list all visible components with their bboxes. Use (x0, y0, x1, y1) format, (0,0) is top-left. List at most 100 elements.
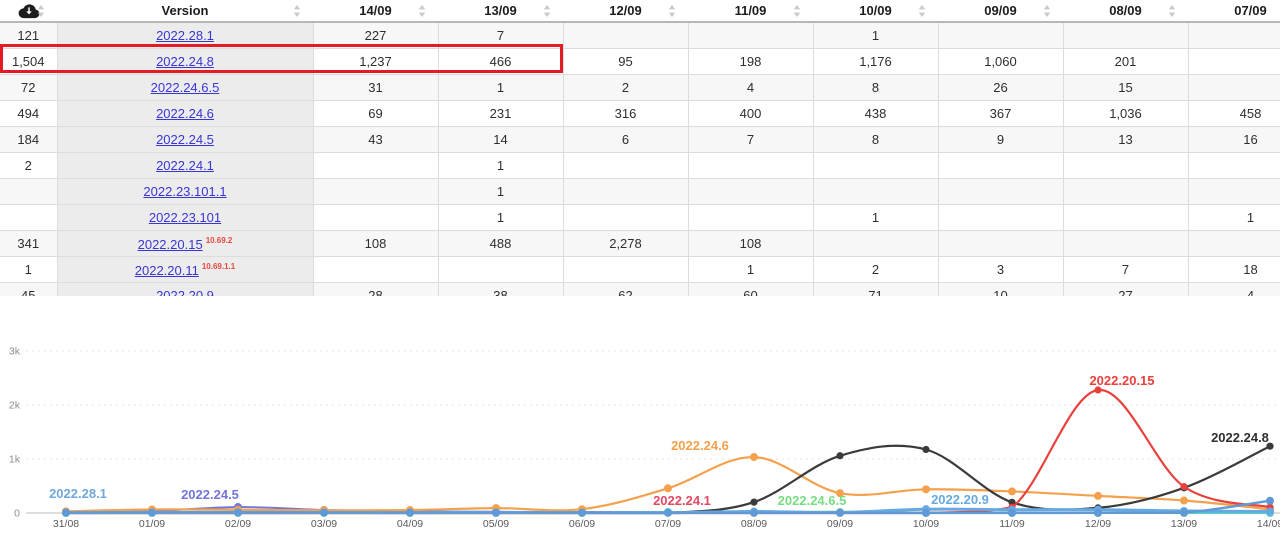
daily-downloads-cell (1187, 230, 1280, 257)
column-header-08-09[interactable]: 08/09 (1063, 0, 1188, 23)
data-point-2022.28.1 (1008, 508, 1016, 517)
daily-downloads-cell (812, 230, 939, 257)
table-row: 2 2022.24.1 1 (0, 152, 1280, 179)
x-axis-tick-label: 03/09 (311, 518, 337, 530)
version-cell: 2022.24.6.5 (56, 74, 314, 101)
version-cell: 2022.24.5 (56, 126, 314, 153)
column-header-10-09[interactable]: 10/09 (813, 0, 938, 23)
column-label: 09/09 (984, 3, 1017, 18)
downloads-total-cell: 1,504 (0, 48, 58, 75)
daily-downloads-cell: 1,176 (812, 48, 939, 75)
daily-downloads-cell: 1 (437, 74, 564, 101)
daily-downloads-cell: 1,060 (937, 48, 1064, 75)
series-label-2022.24.6.5: 2022.24.6.5 (778, 493, 847, 508)
daily-downloads-cell: 316 (562, 100, 689, 127)
data-point-2022.28.1 (1266, 496, 1274, 505)
daily-downloads-cell (562, 204, 689, 231)
data-point-2022.28.1 (406, 508, 414, 517)
column-header-09-09[interactable]: 09/09 (938, 0, 1063, 23)
sort-icon (1168, 4, 1176, 17)
daily-downloads-cell: 1 (812, 21, 939, 49)
version-link[interactable]: 2022.28.1 (156, 28, 214, 43)
column-label: 07/09 (1234, 3, 1267, 18)
sort-icon (793, 4, 801, 17)
version-link[interactable]: 2022.24.5 (156, 132, 214, 147)
version-link[interactable]: 2022.20.11 (134, 262, 199, 278)
version-cell: 2022.20.11 10.69.1.1 (56, 256, 314, 283)
version-link[interactable]: 2022.24.6.5 (150, 80, 220, 95)
daily-downloads-cell: 13 (1062, 126, 1189, 153)
daily-downloads-cell (937, 152, 1064, 179)
x-axis-tick-label: 08/09 (741, 518, 767, 530)
data-point-2022.28.1 (664, 508, 672, 517)
daily-downloads-cell: 15 (1062, 74, 1189, 101)
daily-downloads-cell: 227 (312, 21, 439, 49)
table-row: 2022.23.101 1 1 1 (0, 204, 1280, 231)
daily-downloads-cell (937, 178, 1064, 205)
column-header-14-09[interactable]: 14/09 (313, 0, 438, 23)
sort-icon (37, 4, 45, 17)
x-axis-tick-label: 09/09 (827, 518, 853, 530)
daily-downloads-cell: 3 (937, 256, 1064, 283)
build-version-superscript: 10.69.2 (205, 235, 233, 245)
data-point-2022.28.1 (320, 508, 328, 517)
downloads-total-cell: 1 (0, 256, 58, 283)
daily-downloads-cell: 9 (937, 126, 1064, 153)
column-header-downloads[interactable] (0, 0, 57, 23)
daily-downloads-cell: 367 (937, 100, 1064, 127)
data-point-2022.28.1 (148, 508, 156, 517)
series-label-2022.28.1: 2022.28.1 (49, 486, 107, 501)
data-point-2022.20.15 (1094, 386, 1102, 394)
x-axis-tick-label: 04/09 (397, 518, 423, 530)
x-axis-tick-label: 14/09 (1257, 518, 1280, 530)
daily-downloads-cell: 466 (437, 48, 564, 75)
daily-downloads-cell: 488 (437, 230, 564, 257)
daily-downloads-cell: 14 (437, 126, 564, 153)
sort-icon (293, 4, 301, 17)
sort-icon (543, 4, 551, 17)
version-link[interactable]: 2022.23.101 (148, 210, 222, 225)
daily-downloads-cell: 458 (1187, 100, 1280, 127)
x-axis-tick-label: 13/09 (1171, 518, 1197, 530)
cloud-download-icon (18, 3, 39, 18)
version-link[interactable]: 2022.20.9 (156, 288, 214, 296)
version-cell: 2022.23.101 (56, 204, 314, 231)
column-label: 10/09 (859, 3, 892, 18)
column-header-07-09[interactable]: 07/09 (1188, 0, 1280, 23)
table-row: 45 2022.20.9 28 38 62 60 71 10 27 4 (0, 282, 1280, 296)
daily-downloads-cell: 1,036 (1062, 100, 1189, 127)
daily-downloads-cell: 62 (562, 282, 689, 296)
column-header-12-09[interactable]: 12/09 (563, 0, 688, 23)
version-link[interactable]: 2022.24.8 (156, 54, 214, 69)
data-point-2022.24.6 (836, 489, 844, 498)
daily-downloads-cell: 108 (312, 230, 439, 257)
version-link[interactable]: 2022.24.1 (156, 158, 214, 173)
version-link[interactable]: 2022.23.101.1 (143, 184, 227, 199)
daily-downloads-cell: 4 (1187, 282, 1280, 296)
table-row: 341 2022.20.15 10.69.2 108 488 2,278 108 (0, 230, 1280, 257)
daily-downloads-cell: 95 (562, 48, 689, 75)
downloads-total-cell: 121 (0, 21, 58, 49)
daily-downloads-cell (562, 152, 689, 179)
x-axis-tick-label: 31/08 (53, 518, 79, 530)
daily-downloads-cell (812, 178, 939, 205)
data-point-2022.28.1 (234, 508, 242, 517)
column-header-13-09[interactable]: 13/09 (438, 0, 563, 23)
version-cell: 2022.20.15 10.69.2 (56, 230, 314, 257)
data-point-2022.24.6 (922, 485, 930, 494)
table-row: 2022.23.101.1 1 (0, 178, 1280, 205)
downloads-total-cell: 341 (0, 230, 58, 257)
downloads-line-chart: 0 1k 2k 3k 31/08 01/09 02/09 03/09 04/09 05/09 06/… (0, 330, 1280, 533)
y-axis-tick-label: 1k (9, 454, 21, 466)
y-axis-tick-label: 2k (9, 400, 21, 412)
column-header-11-09[interactable]: 11/09 (688, 0, 813, 23)
daily-downloads-cell (937, 21, 1064, 49)
downloads-total-cell (0, 204, 58, 231)
daily-downloads-cell: 8 (812, 126, 939, 153)
data-point-2022.28.1 (578, 508, 586, 517)
data-point-2022.24.6 (1008, 487, 1016, 496)
version-link[interactable]: 2022.24.6 (156, 106, 214, 121)
version-link[interactable]: 2022.20.15 (137, 236, 203, 252)
sort-icon (418, 4, 426, 17)
column-header-version[interactable]: Version (57, 0, 313, 23)
